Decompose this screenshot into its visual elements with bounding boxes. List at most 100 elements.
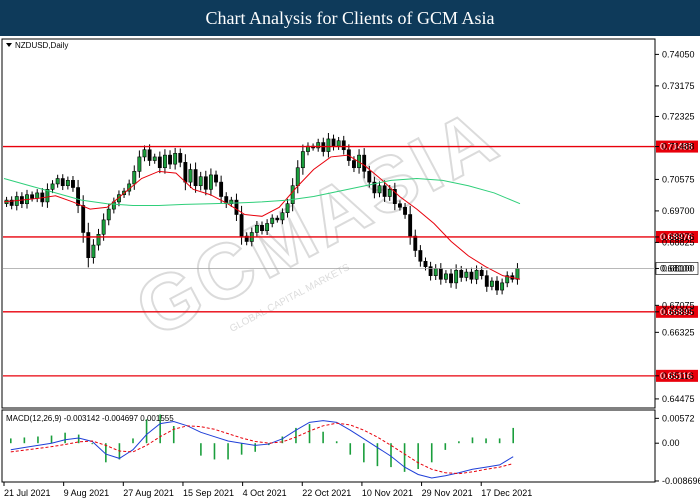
triangle-down-icon — [6, 43, 12, 47]
current-price-label: 0.68100 — [660, 263, 693, 273]
time-tick-label: 17 Dec 2021 — [481, 488, 532, 498]
macd-label: MACD(12,26,9) -0.003142 -0.004697 0.0015… — [6, 414, 174, 423]
candle-body — [418, 250, 423, 262]
candle — [86, 222, 91, 268]
candle — [418, 245, 423, 267]
candle-body — [193, 169, 198, 187]
main-panel-frame — [1, 38, 656, 409]
level-tag-label: 0.65116 — [660, 371, 692, 381]
chart-canvas: GCMASIA GLOBAL CAPITAL MARKETS 0.714880.… — [1, 38, 700, 498]
price-tick-label: 0.73175 — [662, 81, 695, 91]
candle — [219, 175, 224, 203]
candle-body — [260, 224, 264, 231]
candle — [413, 229, 418, 257]
price-tick-label: 0.69700 — [662, 206, 695, 216]
candle — [193, 162, 198, 193]
candle — [208, 168, 213, 196]
chart-title: Chart Analysis for Clients of GCM Asia — [0, 0, 700, 36]
candle — [443, 270, 448, 284]
time-tick-label: 22 Oct 2021 — [302, 488, 351, 498]
candle — [162, 149, 167, 174]
candle-body — [484, 275, 489, 287]
candle — [45, 183, 50, 208]
candle-body — [178, 153, 183, 163]
ma-line-slow — [3, 178, 521, 207]
candle — [9, 196, 14, 210]
candle-body — [9, 199, 14, 206]
candle-body — [239, 214, 244, 237]
moving-average-lines — [3, 154, 521, 280]
price-axis: 0.74050 0.73175 0.72325 0.71488 0.70575 0.697… — [655, 49, 695, 404]
candle-body — [500, 282, 505, 291]
candle — [173, 147, 178, 170]
candle-body — [91, 244, 96, 258]
price-tick-label: 0.70575 — [662, 174, 695, 184]
candle-body — [132, 171, 137, 185]
candle — [500, 278, 505, 295]
candle-body — [505, 275, 510, 284]
candle-body — [479, 269, 484, 276]
candle — [178, 148, 183, 168]
macd-panel-frame — [1, 409, 656, 483]
candle — [449, 269, 453, 288]
candle-body — [398, 203, 402, 208]
candle — [469, 267, 474, 284]
level-tag-label: 0.68976 — [660, 232, 693, 242]
candle — [372, 176, 377, 199]
candle-body — [495, 280, 499, 291]
level-tag — [656, 369, 698, 382]
candle-body — [295, 167, 300, 187]
price-tick-label: 0.72325 — [662, 111, 695, 121]
macd-tick-label: 0.00 — [662, 438, 680, 448]
macd-signal-line — [10, 422, 514, 475]
candle-body — [30, 194, 35, 199]
candle-body — [464, 271, 469, 278]
price-tick-label: 0.67075 — [662, 300, 695, 310]
macd-line — [10, 420, 514, 479]
time-tick-label: 21 Jul 2021 — [4, 488, 51, 498]
level-tag — [656, 305, 698, 318]
candle — [464, 268, 469, 282]
candle-body — [254, 224, 259, 233]
time-tick-label: 10 Nov 2021 — [362, 488, 413, 498]
time-tick-label: 27 Aug 2021 — [123, 488, 174, 498]
candle — [132, 165, 137, 190]
price-tick-label: 0.66325 — [662, 327, 695, 337]
candle-body — [382, 185, 387, 197]
candle-body — [234, 199, 239, 215]
candle-body — [65, 180, 70, 187]
candle-body — [362, 154, 367, 172]
level-tag — [656, 140, 698, 153]
candle-body — [173, 153, 178, 165]
candle — [60, 174, 65, 191]
candle-body — [76, 187, 81, 206]
candle — [260, 221, 264, 235]
candle — [398, 200, 402, 211]
candle-body — [137, 156, 142, 172]
candle-body — [403, 207, 407, 215]
candle — [157, 151, 162, 174]
candle-body — [86, 232, 91, 258]
candle-body — [219, 181, 224, 197]
candle — [188, 163, 193, 189]
candle — [203, 170, 208, 196]
candle — [290, 178, 295, 212]
candle-body — [423, 260, 428, 267]
candle-body — [265, 223, 270, 231]
candle — [50, 180, 55, 194]
candle — [280, 208, 285, 225]
candle-body — [147, 149, 152, 161]
symbol-label: NZDUSD,Daily — [15, 41, 68, 50]
candle — [300, 144, 305, 175]
level-tag-label: 0.66895 — [660, 307, 693, 317]
ma-line-fast — [3, 154, 521, 280]
candle-body — [341, 140, 346, 151]
candle — [403, 202, 407, 219]
macd-tick-label: 0.00572 — [662, 413, 695, 423]
symbol-marker: NZDUSD,Daily — [6, 41, 68, 50]
candle — [142, 145, 147, 162]
candle-body — [336, 140, 341, 147]
price-tick-label: 0.68976 — [662, 232, 695, 242]
candle-body — [285, 203, 290, 214]
candle — [65, 176, 70, 190]
